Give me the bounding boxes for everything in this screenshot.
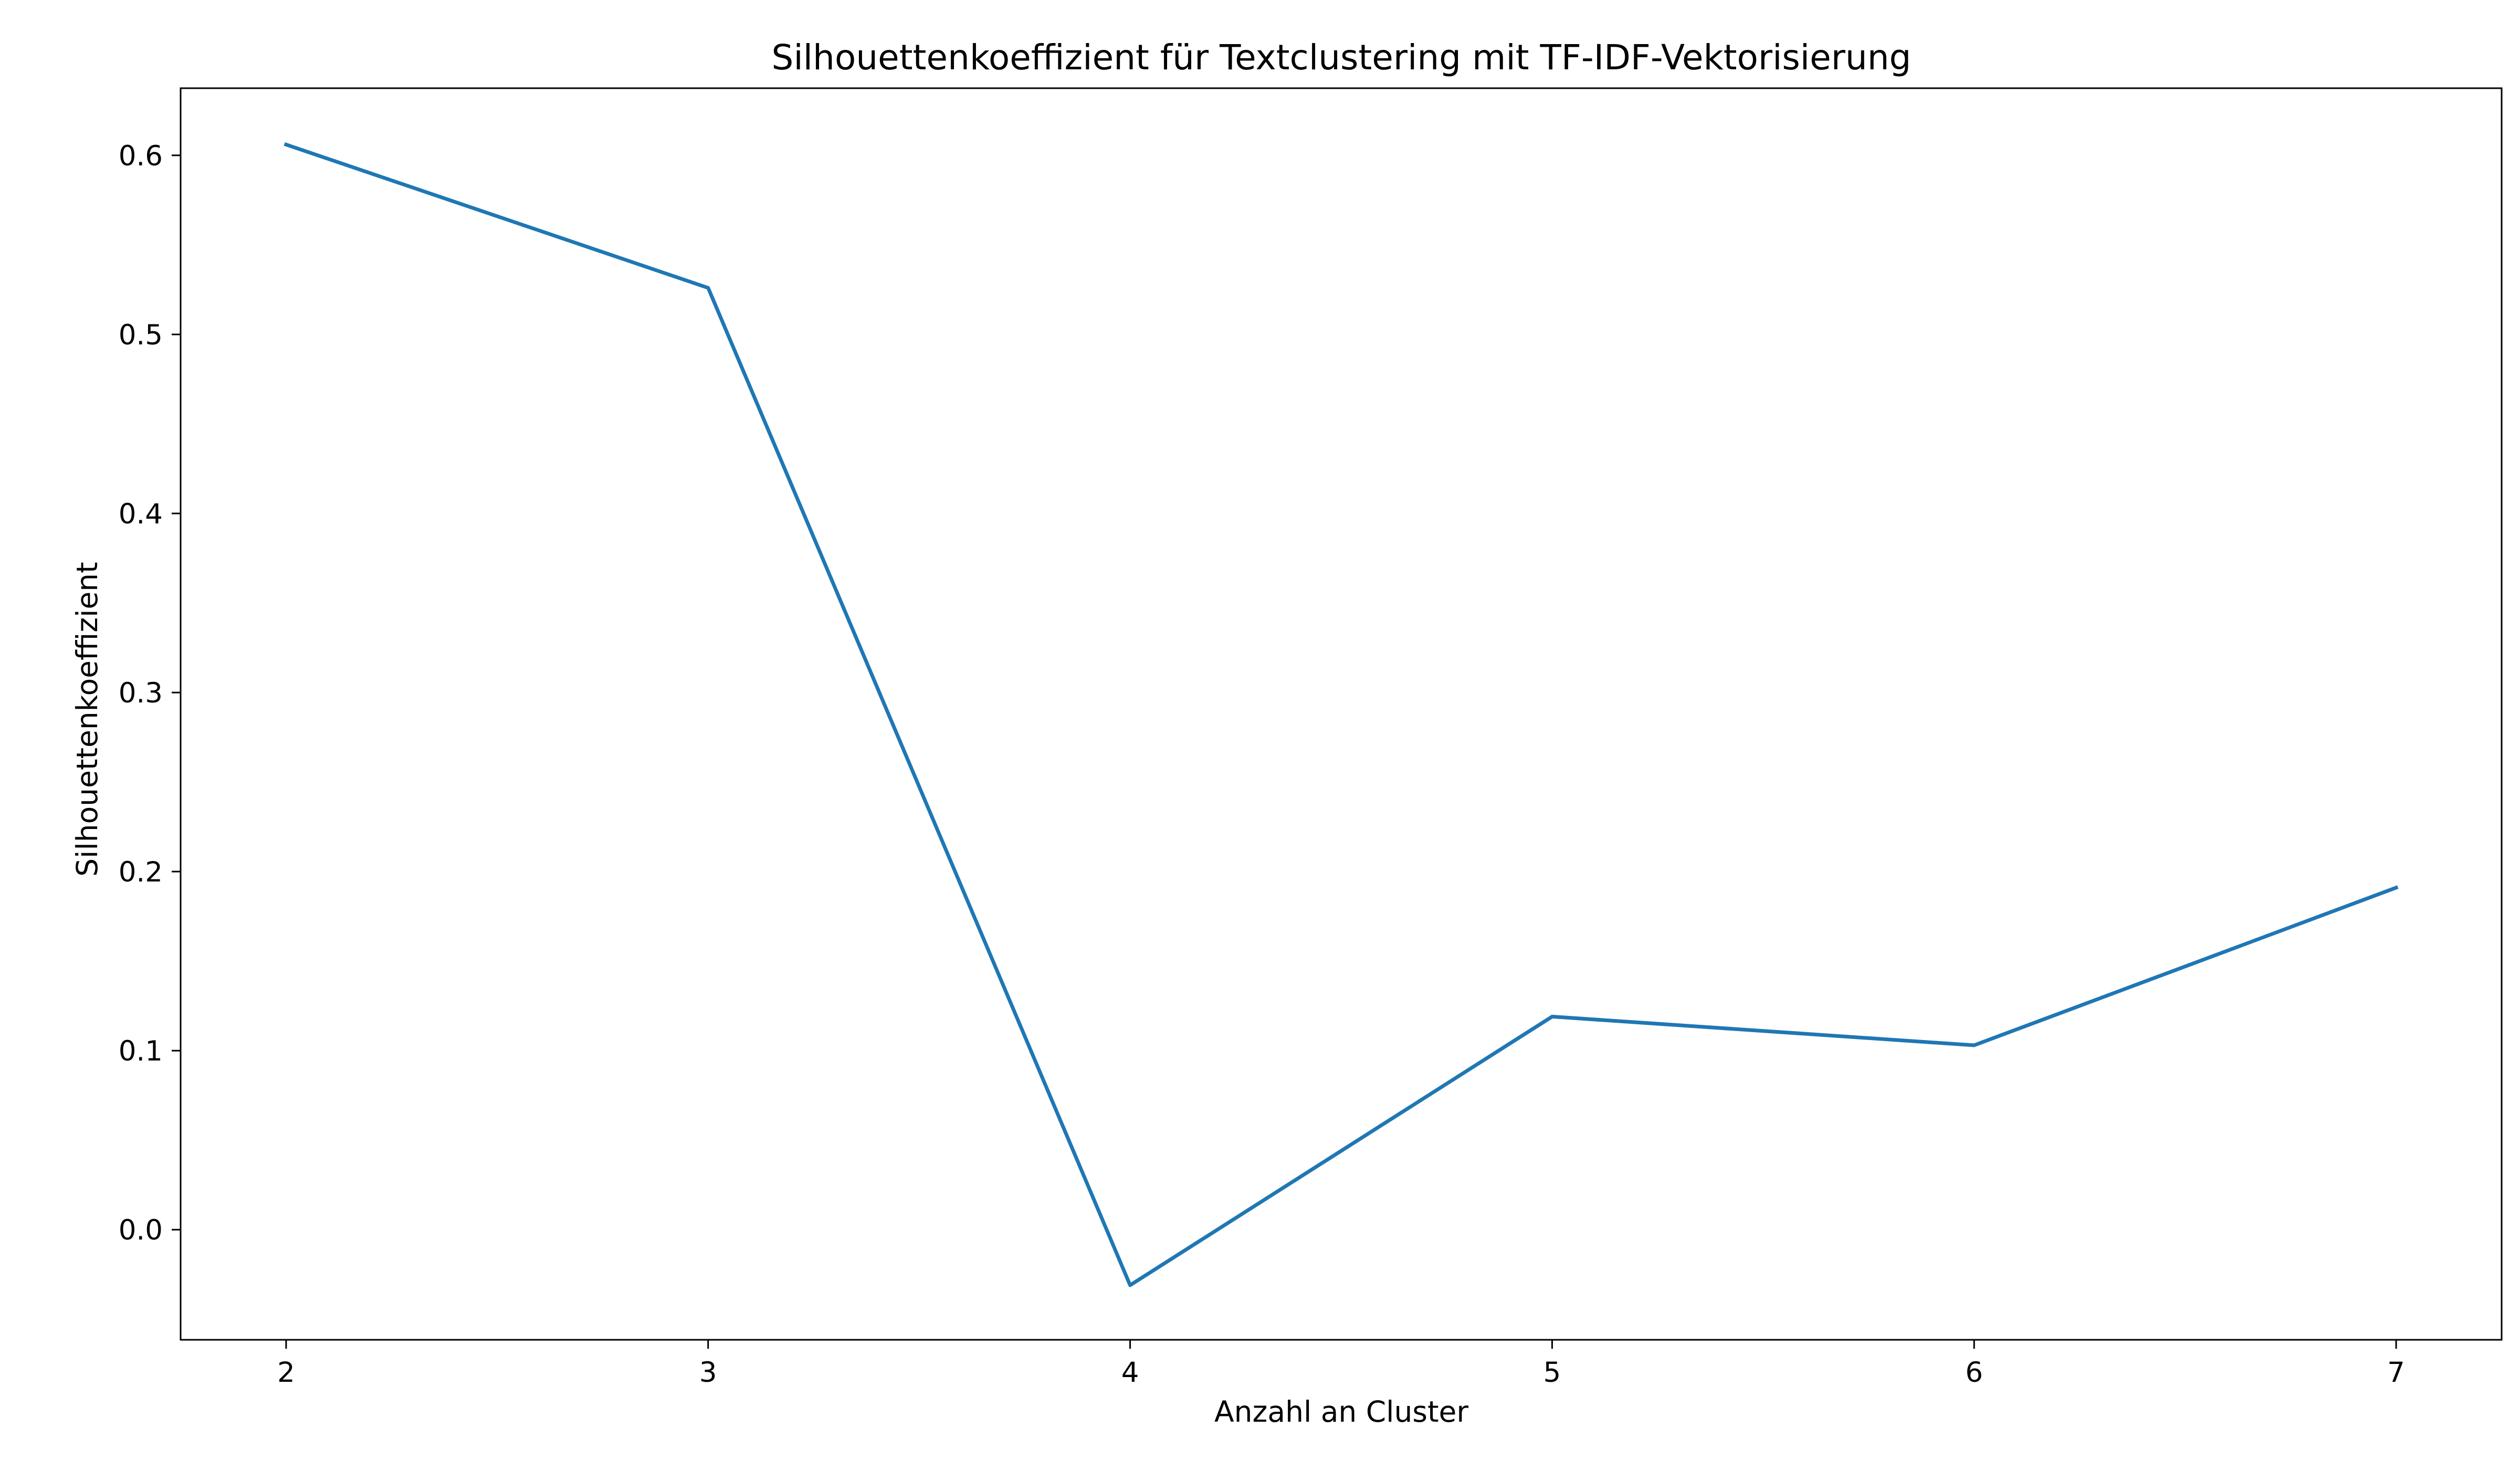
series-line: [284, 142, 2399, 1287]
plot-area: 2 3 4 5 6 7 0.0 0.1 0.2 0.3 0.4 0.5 0.6: [119, 87, 2503, 1389]
y-axis-title: Silhouettenkoeffizient: [70, 562, 104, 876]
y-tick-label: 0.2: [119, 856, 163, 888]
x-tick-label: 6: [1965, 1357, 1983, 1389]
y-tick-label: 0.4: [119, 498, 163, 530]
y-tick-label: 0.5: [119, 319, 163, 351]
x-axis-title: Anzahl an Cluster: [1214, 1395, 1468, 1429]
x-tick-label: 4: [1121, 1357, 1139, 1389]
x-tick-label: 7: [2387, 1357, 2405, 1389]
x-tick-label: 2: [277, 1357, 295, 1389]
x-tick-label: 5: [1544, 1357, 1561, 1389]
y-tick-label: 0.6: [119, 140, 163, 172]
x-tick-label: 3: [699, 1357, 717, 1389]
y-tick-label: 0.3: [119, 677, 163, 709]
chart-title: Silhouettenkoeffizient für Textclusterin…: [772, 37, 1912, 78]
y-tick-label: 0.0: [119, 1214, 163, 1246]
axes-frame: [180, 87, 2503, 1341]
y-tick-label: 0.1: [119, 1035, 163, 1067]
